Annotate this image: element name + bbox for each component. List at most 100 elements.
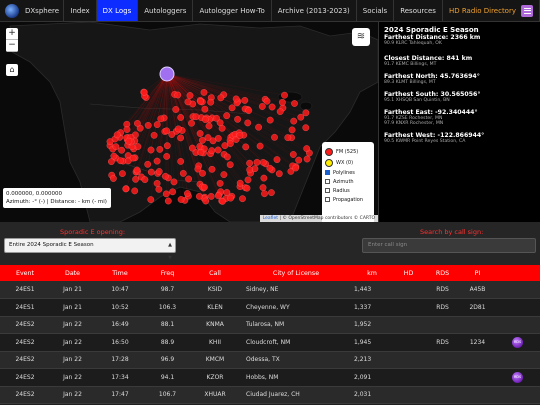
fm-station-marker[interactable] bbox=[214, 192, 222, 200]
fm-station-marker[interactable] bbox=[266, 164, 274, 172]
fm-station-marker[interactable] bbox=[110, 175, 117, 182]
fm-station-marker[interactable] bbox=[201, 183, 208, 191]
fm-station-marker[interactable] bbox=[112, 143, 120, 151]
table-row[interactable]: 24ES2 Jan 22 17:47 106.7 XHUAR Ciudad Juarez,… bbox=[0, 386, 540, 404]
fm-station-marker[interactable] bbox=[255, 123, 262, 131]
fm-station-marker[interactable] bbox=[246, 159, 253, 167]
nav-autologger-howto[interactable]: Autologger How-To bbox=[193, 0, 272, 21]
table-row[interactable]: 24ES2 Jan 22 16:49 88.1 KNMA Tularosa, NM 1,95… bbox=[0, 316, 540, 334]
fm-station-marker[interactable] bbox=[245, 107, 253, 114]
fm-station-marker[interactable] bbox=[284, 134, 292, 141]
fm-station-marker[interactable] bbox=[172, 106, 180, 113]
fm-station-marker[interactable] bbox=[184, 190, 191, 197]
nav-socials[interactable]: Socials bbox=[357, 0, 395, 21]
fm-station-marker[interactable] bbox=[185, 175, 192, 183]
fm-station-marker[interactable] bbox=[243, 184, 251, 192]
map-view[interactable]: + − ⌂ ≋ 0.000000, 0.000000 Azimuth: -° (… bbox=[0, 22, 378, 222]
fm-station-marker[interactable] bbox=[259, 159, 267, 166]
fm-station-marker[interactable] bbox=[216, 180, 224, 187]
fm-station-marker[interactable] bbox=[106, 138, 114, 145]
legend-wx[interactable]: WX (0) bbox=[325, 157, 371, 168]
fm-station-marker[interactable] bbox=[207, 193, 215, 200]
checkbox-azimuth[interactable]: Azimuth bbox=[325, 177, 371, 186]
fm-station-marker[interactable] bbox=[164, 197, 172, 205]
fm-station-marker[interactable] bbox=[302, 109, 310, 117]
fm-station-marker[interactable] bbox=[226, 161, 234, 169]
fm-station-marker[interactable] bbox=[144, 160, 152, 168]
checkbox-unchecked-icon[interactable] bbox=[325, 179, 330, 184]
fm-station-marker[interactable] bbox=[189, 144, 196, 152]
fm-station-marker[interactable] bbox=[214, 146, 222, 154]
map-canvas[interactable] bbox=[0, 22, 378, 222]
fm-station-marker[interactable] bbox=[140, 88, 148, 96]
fm-station-marker[interactable] bbox=[177, 134, 184, 142]
checkbox-polylines[interactable]: Polylines bbox=[325, 168, 371, 177]
fm-station-marker[interactable] bbox=[261, 190, 268, 198]
fm-station-marker[interactable] bbox=[289, 151, 297, 158]
fm-station-marker[interactable] bbox=[133, 166, 141, 174]
checkbox-unchecked-icon[interactable] bbox=[325, 188, 330, 193]
fm-station-marker[interactable] bbox=[205, 122, 213, 130]
fm-station-marker[interactable] bbox=[196, 130, 204, 137]
fm-station-marker[interactable] bbox=[271, 133, 278, 141]
fm-station-marker[interactable] bbox=[156, 146, 164, 153]
zoom-out-button[interactable]: − bbox=[6, 40, 18, 52]
fm-station-marker[interactable] bbox=[153, 121, 161, 128]
table-row[interactable]: 24ES1 Jan 21 10:52 106.3 KLEN Cheyenne, WY 1,3… bbox=[0, 298, 540, 317]
fm-station-marker[interactable] bbox=[259, 184, 267, 191]
fm-station-marker[interactable] bbox=[207, 98, 215, 106]
home-button[interactable]: ⌂ bbox=[6, 64, 18, 76]
fm-station-marker[interactable] bbox=[119, 170, 126, 177]
fm-station-marker[interactable] bbox=[108, 158, 115, 165]
fm-station-marker[interactable] bbox=[155, 168, 163, 175]
fm-station-marker[interactable] bbox=[244, 176, 252, 184]
fm-station-marker[interactable] bbox=[163, 142, 171, 150]
fm-station-marker[interactable] bbox=[227, 140, 234, 147]
fm-station-marker[interactable] bbox=[253, 158, 261, 166]
fm-station-marker[interactable] bbox=[220, 171, 228, 178]
fm-station-marker[interactable] bbox=[202, 197, 210, 205]
rds-logo-icon[interactable]: RDS bbox=[512, 336, 523, 348]
fm-station-marker[interactable] bbox=[132, 175, 139, 183]
fm-station-marker[interactable] bbox=[297, 113, 305, 121]
fm-station-marker[interactable] bbox=[219, 198, 226, 205]
fm-station-marker[interactable] bbox=[228, 104, 236, 112]
fm-station-marker[interactable] bbox=[201, 116, 209, 123]
col-freq[interactable]: Freq bbox=[145, 265, 190, 281]
fm-station-marker[interactable] bbox=[216, 119, 224, 127]
zoom-in-button[interactable]: + bbox=[6, 28, 18, 40]
fm-station-marker[interactable] bbox=[199, 169, 206, 177]
checkbox-checked-icon[interactable] bbox=[325, 170, 330, 175]
fm-station-marker[interactable] bbox=[291, 100, 298, 107]
col-pi[interactable]: PI bbox=[460, 265, 495, 281]
fm-station-marker[interactable] bbox=[260, 174, 268, 182]
checkbox-radius[interactable]: Radius bbox=[325, 186, 371, 195]
fm-station-marker[interactable] bbox=[246, 166, 254, 174]
fm-station-marker[interactable] bbox=[195, 193, 203, 200]
col-event[interactable]: Event bbox=[0, 265, 50, 281]
fm-station-marker[interactable] bbox=[134, 143, 142, 150]
nav-index[interactable]: Index bbox=[64, 0, 97, 21]
fm-station-marker[interactable] bbox=[129, 154, 137, 162]
fm-station-marker[interactable] bbox=[200, 89, 208, 96]
fm-station-marker[interactable] bbox=[153, 180, 161, 187]
fm-station-marker[interactable] bbox=[197, 149, 205, 156]
fm-station-marker[interactable] bbox=[281, 91, 288, 99]
col-km[interactable]: km bbox=[352, 265, 392, 281]
fm-station-marker[interactable] bbox=[239, 195, 246, 203]
fm-station-marker[interactable] bbox=[153, 157, 161, 165]
fm-station-marker[interactable] bbox=[197, 98, 204, 105]
table-row[interactable]: 24ES2 Jan 22 16:50 88.9 KHII Cloudcroft, NM 1,… bbox=[0, 333, 540, 352]
fm-station-marker[interactable] bbox=[186, 92, 194, 99]
fm-station-marker[interactable] bbox=[266, 116, 274, 124]
fm-station-marker[interactable] bbox=[162, 172, 169, 180]
col-time[interactable]: Time bbox=[95, 265, 145, 281]
fm-station-marker[interactable] bbox=[232, 95, 240, 103]
fm-station-marker[interactable] bbox=[218, 124, 226, 132]
fm-station-marker[interactable] bbox=[117, 157, 124, 165]
fm-station-marker[interactable] bbox=[275, 170, 283, 178]
fm-station-marker[interactable] bbox=[208, 147, 216, 154]
fm-station-marker[interactable] bbox=[201, 105, 209, 113]
table-row[interactable]: 24ES1 Jan 21 10:47 98.7 KSID Sidney, NE 1,443 R… bbox=[0, 281, 540, 299]
fm-station-marker[interactable] bbox=[256, 142, 264, 150]
